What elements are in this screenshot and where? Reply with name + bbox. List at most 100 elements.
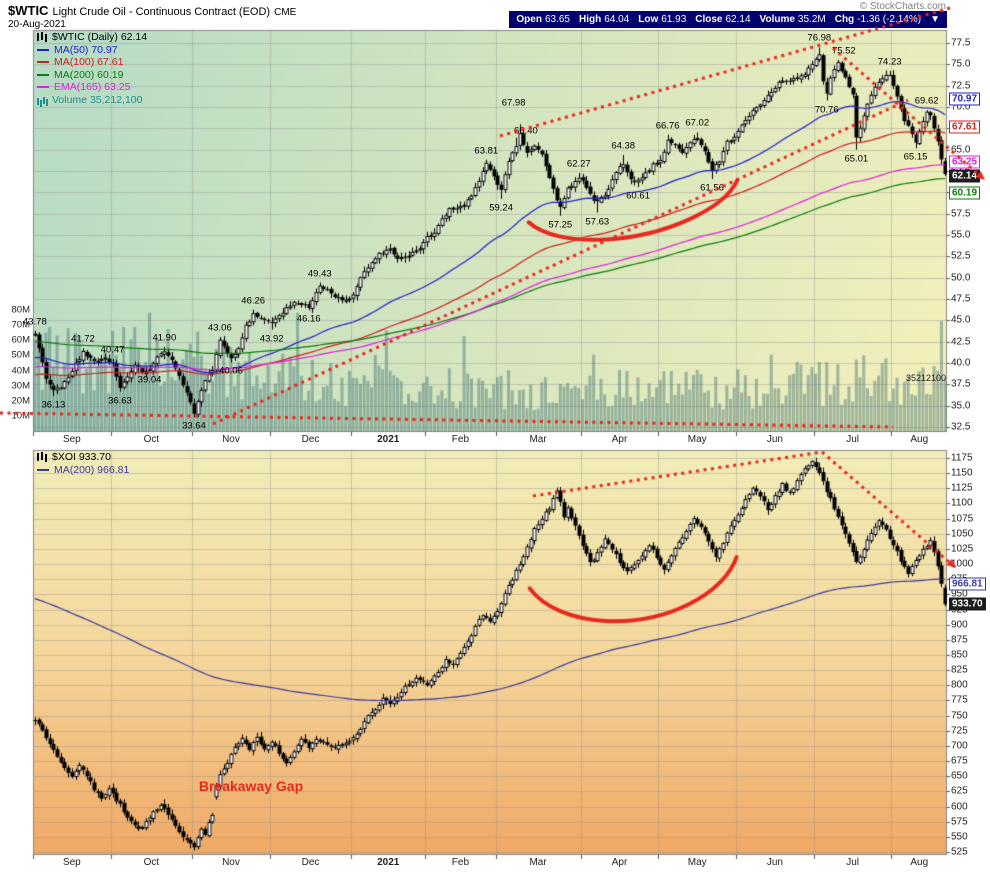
- y-axis-tick-label: 75.0: [951, 58, 971, 70]
- legend-label: EMA(165) 63.25: [54, 81, 131, 93]
- legend-row: EMA(165) 63.25: [37, 81, 147, 94]
- instrument-name: Light Crude Oil - Continuous Contract (E…: [52, 6, 271, 18]
- x-axis-month-label: Dec: [301, 857, 320, 868]
- y-axis-tick-label: 57.5: [951, 208, 971, 220]
- legend-label: $XOI 933.70: [52, 451, 111, 463]
- x-axis-month-label: Jul: [846, 434, 860, 445]
- price-annotation: 70.76: [814, 104, 839, 115]
- price-annotation: 41.90: [152, 332, 177, 344]
- legend-row: MA(50) 70.97: [37, 44, 147, 57]
- price-annotation: 36.63: [108, 395, 132, 407]
- chart-title: $WTIC Light Crude Oil - Continuous Contra…: [8, 3, 296, 18]
- y-axis-tick-label: 45.0: [951, 314, 971, 326]
- price-annotation: 67.98: [501, 97, 526, 109]
- y-axis-tick-label: 1000: [951, 558, 974, 570]
- ma-line-icon: [37, 48, 49, 51]
- x-axis-month-label: Mar: [529, 434, 547, 445]
- price-annotation: 40.47: [100, 344, 125, 356]
- price-annotation: 62.27: [566, 158, 591, 170]
- y-axis-tick-label: 37.5: [951, 378, 971, 390]
- legend-label: Volume 35,212,100: [52, 93, 143, 106]
- y-axis-tick-label: 625: [951, 785, 968, 797]
- y-axis-tick-label: 900: [951, 619, 968, 631]
- legend-label: MA(200) 60.19: [54, 68, 124, 81]
- y-axis-tick-label: 1175: [951, 452, 973, 464]
- legend-row: MA(200) 60.19: [37, 69, 147, 82]
- chart-date: 20-Aug-2021: [8, 19, 66, 30]
- price-annotation: 46.26: [241, 295, 266, 307]
- volume-current-label: 35212100: [905, 372, 946, 383]
- y-axis-tick-label: 550: [951, 831, 968, 843]
- wtic-legend: $WTIC (Daily) 62.14 MA(50) 70.97 MA(100) 6…: [37, 31, 147, 106]
- quote-bar: Open 63.65 High 64.04 Low 61.93 Close 62.14 Volu…: [509, 11, 947, 28]
- ma-line-icon: [37, 61, 49, 64]
- price-annotation: 36.13: [41, 399, 66, 411]
- y-axis-tick-label: 725: [951, 725, 968, 737]
- quote-chg: Chg -1.36 (-2.14%): [834, 14, 922, 25]
- price-annotation: 69.62: [914, 95, 939, 107]
- y-axis-tick-label: 525: [951, 846, 968, 858]
- legend-label: MA(200) 966.81: [54, 463, 130, 476]
- price-annotation: 66.76: [655, 120, 680, 132]
- y-axis-tick-label: 600: [951, 801, 968, 813]
- axis-value-box: 67.61: [949, 120, 981, 134]
- legend-label: $WTIC (Daily) 62.14: [52, 31, 148, 43]
- y-axis-tick-label: 47.5: [951, 293, 971, 305]
- price-annotation: 43.06: [207, 322, 232, 334]
- quote-high: High 64.04: [578, 14, 630, 25]
- axis-value-box: 70.97: [949, 92, 981, 106]
- y-axis-tick-label: 1075: [951, 513, 974, 525]
- axis-value-box: 63.25: [949, 155, 981, 169]
- symbol-label: $WTIC: [8, 3, 49, 18]
- price-annotation: 43.78: [22, 316, 47, 328]
- price-annotation: 64.38: [611, 140, 636, 152]
- x-axis-month-label: May: [687, 857, 707, 868]
- x-axis-month-label: Jun: [766, 434, 783, 445]
- y-axis-tick-label: 52.5: [951, 250, 971, 262]
- price-annotation: 49.43: [307, 268, 332, 280]
- price-annotation: 59.24: [489, 202, 513, 214]
- ma-line-icon: [37, 468, 49, 471]
- ma-line-icon: [37, 73, 49, 76]
- y-axis-tick-label: 875: [951, 634, 968, 646]
- volume-axis-tick-label: 60M: [11, 334, 30, 346]
- volume-axis-tick-label: 40M: [11, 365, 30, 376]
- price-annotation: 39.04: [137, 374, 162, 386]
- x-axis-month-label: 2021: [377, 857, 400, 868]
- x-axis-month-label: Sep: [62, 434, 81, 445]
- quote-low: Low 61.93: [638, 14, 687, 25]
- y-axis-tick-label: 1025: [951, 543, 974, 555]
- axis-value-box: 62.14: [949, 169, 981, 183]
- y-axis-tick-label: 575: [951, 816, 968, 828]
- y-axis-tick-label: 1150: [951, 467, 973, 479]
- x-axis-month-label: Jun: [766, 857, 783, 868]
- y-axis-tick-label: 42.5: [951, 336, 971, 348]
- volume-axis-tick-label: 80M: [11, 304, 30, 315]
- price-annotation: 60.61: [626, 190, 650, 202]
- price-annotation: 66.40: [514, 125, 538, 137]
- xoi-legend: $XOI 933.70 MA(200) 966.81: [37, 451, 129, 476]
- x-axis-month-label: May: [687, 434, 707, 445]
- candlestick-series-icon: [37, 453, 39, 462]
- x-axis-month-label: Oct: [143, 857, 160, 868]
- y-axis-tick-label: 32.5: [951, 421, 971, 433]
- volume-axis-tick-label: 10M: [11, 410, 30, 422]
- x-axis-month-label: Feb: [451, 434, 470, 445]
- x-axis-month-label: Feb: [451, 857, 470, 868]
- x-axis-month-label: Apr: [611, 857, 628, 868]
- change-down-icon: ▼: [930, 14, 940, 25]
- legend-row: $WTIC (Daily) 62.14: [37, 31, 147, 44]
- price-annotation: 46.16: [296, 313, 321, 325]
- y-axis-tick-label: 1125: [951, 482, 973, 494]
- price-annotation: 76.98: [807, 32, 832, 44]
- y-axis-tick-label: 65.0: [951, 144, 971, 156]
- price-annotation: 61.56: [700, 182, 724, 194]
- price-annotation: 65.15: [903, 151, 928, 163]
- candlestick-series-icon: [37, 33, 39, 42]
- legend-row: $XOI 933.70: [37, 451, 129, 464]
- breakaway-gap-annotation: Breakaway Gap: [198, 778, 304, 794]
- price-annotation: 41.72: [71, 333, 95, 345]
- y-axis-tick-label: 55.0: [951, 229, 971, 241]
- price-annotation: 74.23: [877, 56, 902, 68]
